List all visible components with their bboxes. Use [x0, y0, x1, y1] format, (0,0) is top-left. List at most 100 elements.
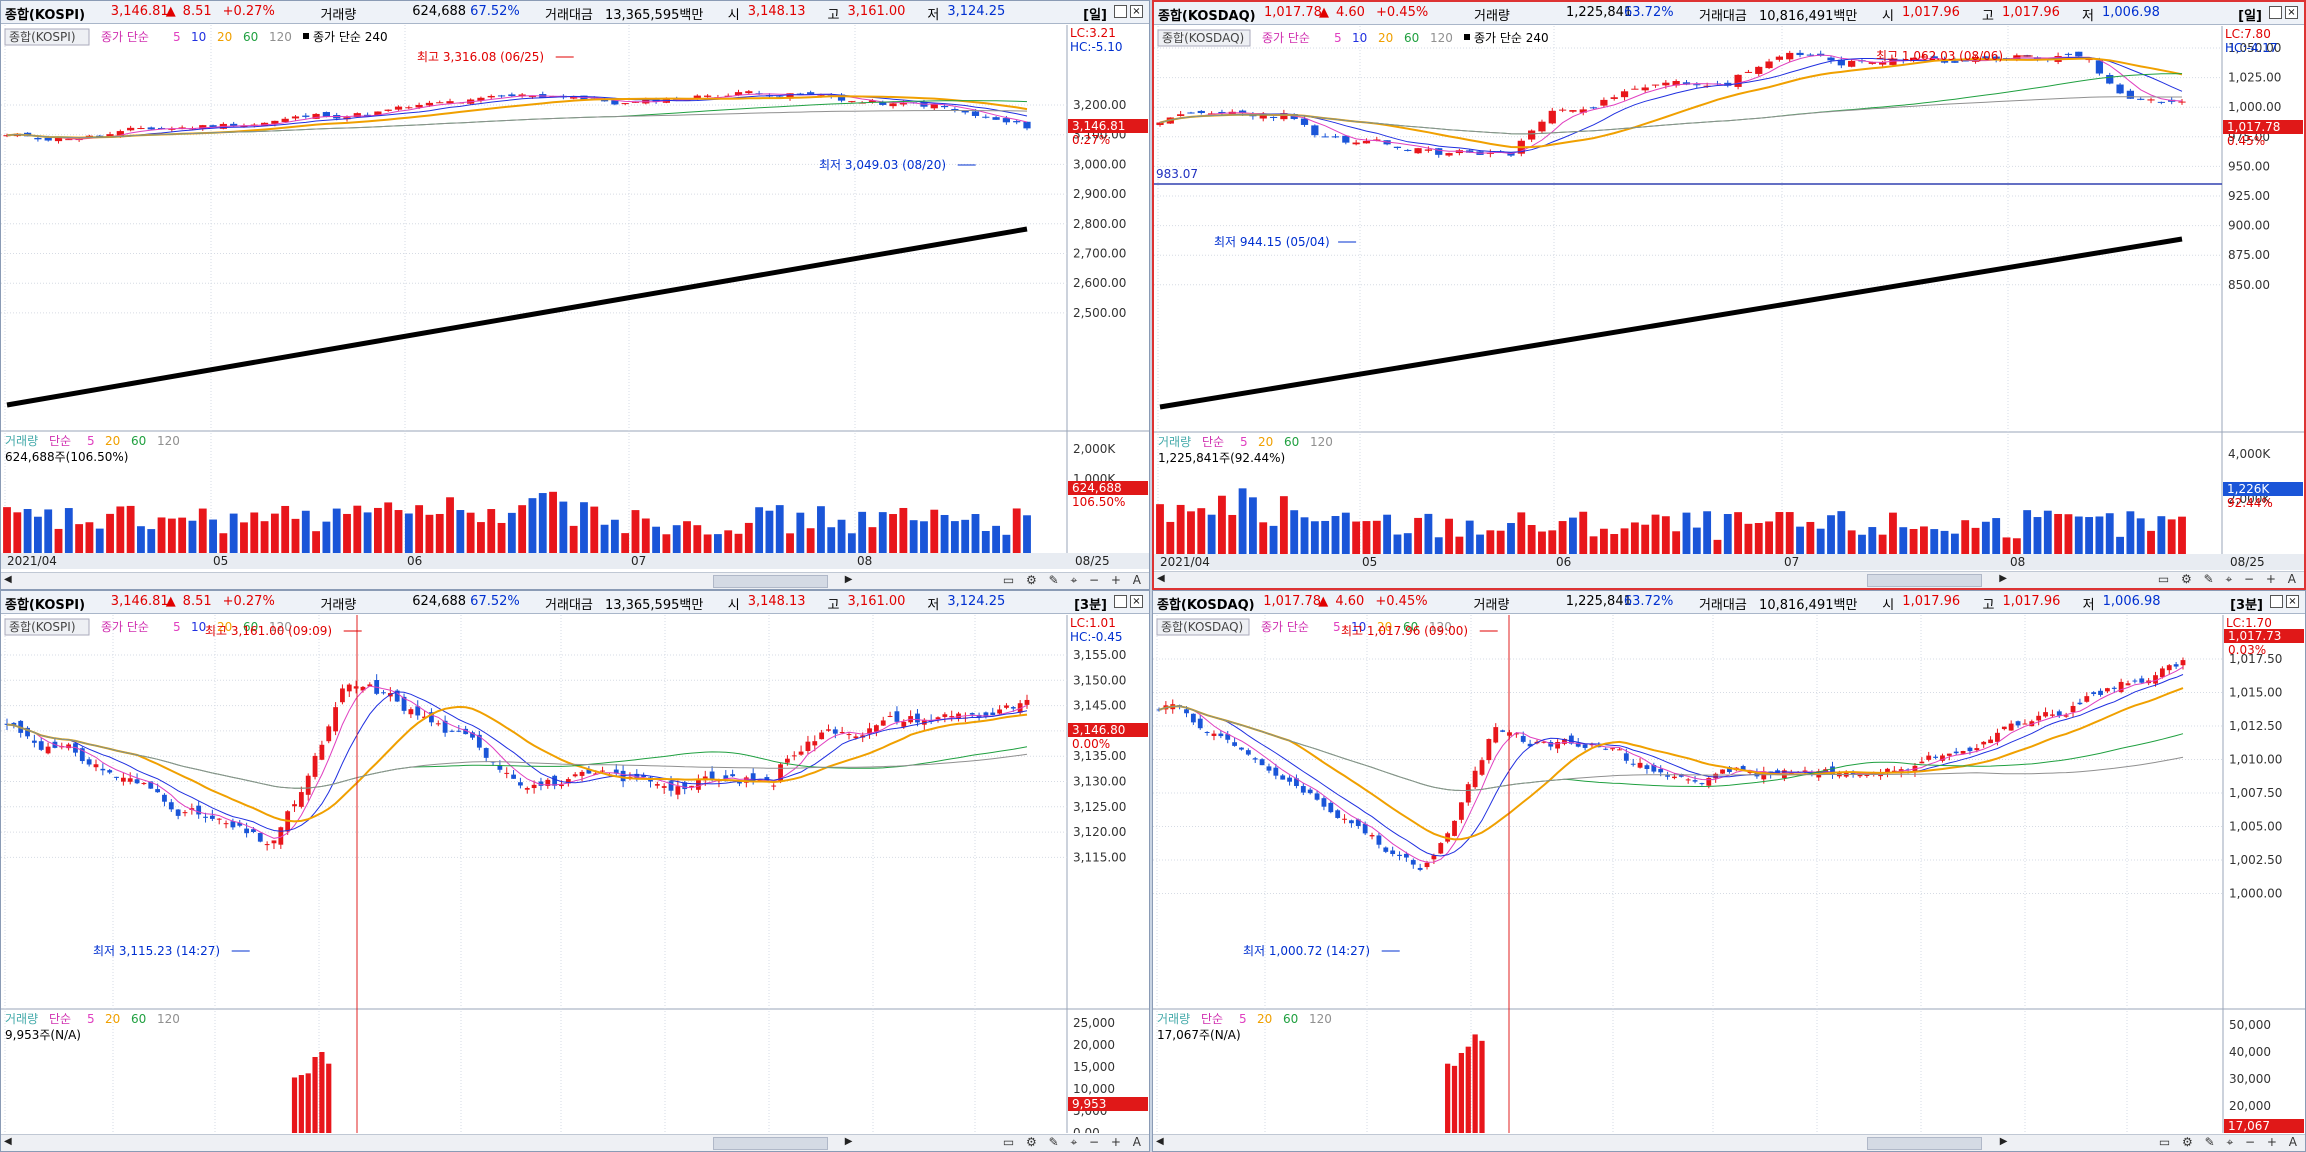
chart-canvas[interactable]: 1,050.001,025.001,000.00975.00950.00925.…: [1154, 26, 2304, 570]
candle: [148, 781, 154, 789]
chart-tools-icons[interactable]: ▭ ⚙ ✎ ⌖ − + A: [1002, 573, 1145, 587]
scroll-right-icon[interactable]: ▶: [844, 574, 853, 585]
candle: [1331, 136, 1340, 138]
candle: [1562, 738, 1567, 744]
volume-bar: [1868, 527, 1877, 554]
chart-tools-icons[interactable]: ▭ ⚙ ✎ ⌖ − + A: [1002, 1135, 1145, 1149]
candle: [524, 788, 530, 790]
volume-bar: [1238, 488, 1247, 554]
legend-tag-box[interactable]: [1157, 29, 1251, 47]
volume-bar: [198, 508, 207, 553]
candle: [429, 712, 434, 723]
candle: [127, 778, 133, 782]
close-icon[interactable]: ×: [2285, 6, 2298, 19]
chart-scrollbar[interactable]: ◀ ▶ ▭ ⚙ ✎ ⌖ − + A: [1154, 571, 2304, 588]
candle: [2098, 690, 2103, 695]
chart-canvas[interactable]: 3,200.003,100.003,000.002,900.002,800.00…: [1, 25, 1149, 571]
scroll-right-icon[interactable]: ▶: [1999, 573, 2007, 584]
hc-label: HC:-5.10: [1070, 40, 1123, 54]
candle: [1177, 114, 1185, 116]
legend-period-10: 10: [191, 620, 206, 634]
candle: [1225, 734, 1231, 740]
period-selector[interactable]: [3분]: [2230, 598, 2263, 613]
restore-icon[interactable]: [2270, 595, 2283, 608]
chart-canvas[interactable]: 3,155.003,150.003,145.003,140.003,135.00…: [1, 615, 1149, 1133]
kosdaq-daily-panel[interactable]: 종합(KOSDAQ) 1,017.78 ▲ 4.60 +0.45% 거래량 1,225,84…: [1152, 0, 2306, 590]
chart-scrollbar[interactable]: ◀ ▶ ▭ ⚙ ✎ ⌖ − + A: [1, 1134, 1149, 1151]
candle: [1252, 758, 1258, 760]
legend-tag-box[interactable]: [4, 28, 90, 46]
legend-tag-box[interactable]: [1156, 618, 1250, 636]
scroll-left-icon[interactable]: ◀: [1156, 1136, 1164, 1147]
volume-bar: [1981, 521, 1990, 554]
volume-period-120: 120: [157, 1012, 180, 1026]
scroll-right-icon[interactable]: ▶: [844, 1136, 853, 1147]
volume-bar: [305, 1073, 311, 1133]
close-icon[interactable]: ×: [1130, 5, 1143, 18]
candle: [545, 779, 551, 786]
restore-icon[interactable]: [1114, 5, 1127, 18]
kospi-3min-panel[interactable]: 종합(KOSPI) 3,146.81 ▲ 8.51 +0.27% 거래량 624,688 67…: [0, 590, 1150, 1152]
chart-tools-icons[interactable]: ▭ ⚙ ✎ ⌖ − + A: [2157, 572, 2300, 586]
scroll-left-icon[interactable]: ◀: [4, 1136, 12, 1147]
volume-period-120: 120: [1310, 435, 1333, 449]
candle: [1662, 82, 1670, 86]
volume-legend-label: 거래량: [5, 1012, 38, 1026]
candle: [807, 92, 815, 94]
candle: [54, 137, 63, 142]
volume-bar: [786, 533, 794, 553]
kospi-daily-panel[interactable]: 종합(KOSPI) 3,146.81 ▲ 8.51 +0.27% 거래량 624,688 67…: [0, 0, 1150, 590]
chart-canvas[interactable]: 1,017.50 1,015.00 1,012.50 1,010.00 1,007.50…: [1153, 615, 2305, 1133]
scroll-thumb[interactable]: [712, 575, 828, 588]
volume-period-60: 60: [131, 1012, 146, 1026]
current-price-box-label: 3,146.80: [1072, 723, 1125, 737]
x-tick-label: 06: [407, 554, 422, 568]
volume-bar: [75, 524, 84, 553]
chart-scrollbar[interactable]: ◀ ▶ ▭ ⚙ ✎ ⌖ − + A: [1153, 1134, 2305, 1151]
kosdaq-3min-panel[interactable]: 종합(KOSDAQ) 1,017.78 ▲ 4.60 +0.45% 거래량 1,225,84…: [1152, 590, 2306, 1152]
period-selector[interactable]: [일]: [1083, 8, 1107, 23]
candle: [750, 773, 756, 782]
volume-bar: [1290, 510, 1299, 554]
volume-bar: [147, 529, 156, 553]
close-icon[interactable]: ×: [1130, 595, 1143, 608]
period-selector[interactable]: [일]: [2238, 9, 2262, 24]
scroll-thumb[interactable]: [1867, 574, 1982, 587]
candle: [1004, 705, 1009, 708]
restore-icon[interactable]: [1114, 595, 1127, 608]
high-value: 3,161.00: [847, 4, 906, 19]
chart-tools-icons[interactable]: ▭ ⚙ ✎ ⌖ − + A: [2158, 1135, 2301, 1149]
candle: [930, 104, 938, 109]
scroll-thumb[interactable]: [712, 1137, 828, 1150]
candle: [1953, 751, 1959, 754]
legend-tag-box[interactable]: [4, 618, 90, 636]
candle: [45, 746, 51, 754]
candle: [319, 744, 325, 760]
candle: [1383, 847, 1389, 852]
candle: [867, 728, 872, 735]
volume-bar: [1476, 534, 1484, 554]
candle: [1287, 777, 1292, 782]
period-selector[interactable]: [3분]: [1074, 598, 1107, 613]
candle: [1465, 784, 1471, 803]
chart-scrollbar[interactable]: ◀ ▶ ▭ ⚙ ✎ ⌖ − + A: [1, 572, 1149, 589]
scroll-left-icon[interactable]: ◀: [1157, 573, 1165, 584]
legend-period-120: 120: [269, 30, 292, 44]
candle: [1682, 82, 1691, 85]
scroll-left-icon[interactable]: ◀: [4, 574, 12, 585]
scroll-thumb[interactable]: [1867, 1137, 1983, 1150]
volume-bar: [1331, 516, 1340, 554]
y-tick-label: 1,005.00: [2229, 820, 2282, 834]
close-icon[interactable]: ×: [2286, 595, 2299, 608]
ma20-line: [1158, 687, 2184, 841]
restore-icon[interactable]: [2269, 6, 2282, 19]
candle: [487, 95, 495, 98]
x-tick-label: 05: [1362, 555, 1377, 569]
scroll-right-icon[interactable]: ▶: [1999, 1136, 2008, 1147]
candle: [613, 769, 619, 774]
candle: [463, 728, 469, 735]
candle: [415, 104, 423, 108]
candle: [2002, 58, 2011, 60]
candle: [477, 97, 485, 101]
low-value: 1,006.98: [2102, 5, 2160, 20]
